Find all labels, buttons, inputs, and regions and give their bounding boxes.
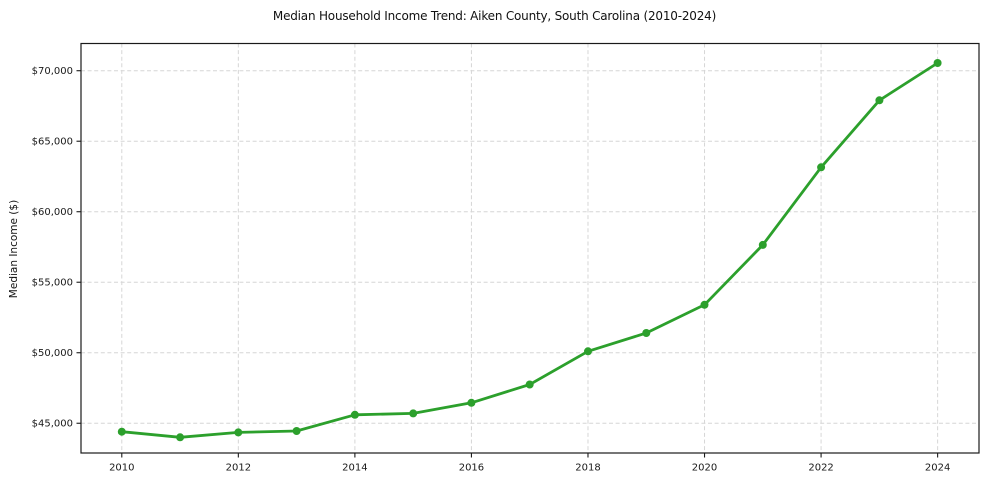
data-point-marker: [758, 240, 767, 249]
data-point-marker: [117, 427, 126, 436]
data-point-marker: [700, 300, 709, 309]
data-point-marker: [817, 163, 826, 172]
y-tick-label: $65,000: [32, 137, 73, 148]
x-tick-label: 2024: [925, 463, 950, 474]
data-point-marker: [642, 329, 651, 337]
data-point-marker: [234, 428, 243, 437]
x-tick-label: 2010: [109, 463, 134, 474]
data-point-marker: [467, 398, 476, 407]
x-tick-label: 2020: [692, 463, 717, 474]
x-tick-label: 2016: [459, 463, 484, 474]
data-point-marker: [350, 410, 359, 419]
data-point-marker: [176, 433, 185, 442]
x-tick-label: 2012: [226, 463, 251, 474]
data-point-marker: [933, 59, 942, 67]
x-tick-label: 2022: [808, 463, 833, 474]
chart-title: Median Household Income Trend: Aiken Cou…: [272, 9, 717, 23]
plot-frame: [80, 42, 980, 454]
data-point-marker: [584, 347, 592, 356]
data-point-marker: [525, 380, 534, 389]
x-tick-label: 2018: [575, 463, 600, 474]
y-tick-label: $45,000: [32, 419, 73, 430]
x-tick-label: 2014: [342, 463, 367, 474]
data-point-marker: [409, 409, 418, 418]
data-point-marker: [292, 427, 301, 435]
y-tick-label: $60,000: [32, 207, 73, 218]
y-tick-label: $70,000: [32, 66, 73, 77]
y-tick-label: $55,000: [32, 278, 73, 289]
data-point-marker: [875, 96, 884, 105]
y-tick-label: $50,000: [32, 348, 73, 359]
